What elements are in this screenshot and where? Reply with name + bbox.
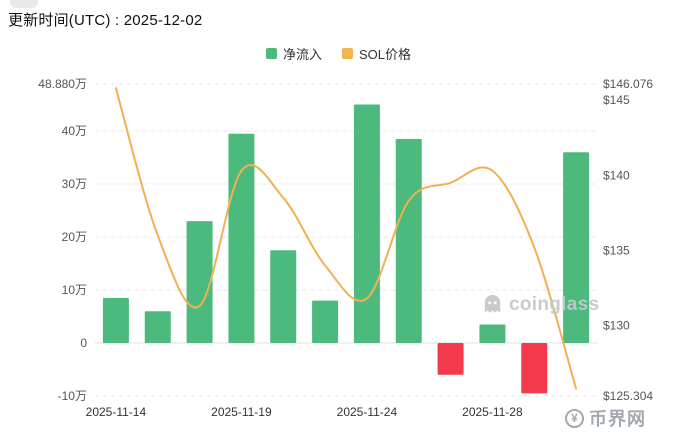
netflow-bar-2025-12-01[interactable] — [521, 343, 548, 394]
left-axis-label: 40万 — [62, 124, 87, 138]
legend-label: SOL价格 — [359, 47, 412, 62]
update-time-label: 更新时间(UTC) : 2025-12-02 — [8, 12, 203, 29]
legend-swatch — [265, 48, 277, 59]
netflow-bar-2025-11-25[interactable] — [395, 139, 422, 344]
legend-item-sol-price[interactable]: SOL价格 — [342, 44, 411, 63]
right-axis-label: $130 — [603, 318, 630, 332]
left-axis-label: 0 — [80, 336, 87, 350]
netflow-bar-2025-11-26[interactable] — [437, 343, 464, 375]
corner-fragment — [10, 0, 38, 8]
x-axis-label: 2025-11-28 — [462, 405, 523, 419]
netflow-bar-2025-12-02[interactable] — [563, 152, 590, 344]
sol-price-line — [114, 87, 578, 390]
netflow-bar-2025-11-18[interactable] — [186, 221, 213, 344]
chart-legend: 净流入 SOL价格 — [0, 44, 677, 63]
legend-swatch — [342, 48, 353, 59]
netflow-bar-2025-11-24[interactable] — [353, 104, 380, 344]
legend-item-net-inflow[interactable]: 净流入 — [265, 44, 322, 63]
left-axis-label: 30万 — [62, 177, 87, 191]
netflow-bar-2025-11-28[interactable] — [479, 324, 506, 344]
x-axis-label: 2025-11-19 — [211, 405, 272, 419]
left-axis-label: 48.880万 — [38, 77, 87, 91]
right-axis-label: $135 — [603, 243, 630, 257]
ghost-icon — [484, 294, 501, 313]
right-axis-label: $145 — [603, 93, 630, 107]
legend-label: 净流入 — [282, 47, 322, 62]
bijie-watermark-text: 币界网 — [589, 409, 646, 429]
coinglass-watermark: coinglass — [481, 293, 599, 316]
left-axis-label: -10万 — [58, 389, 87, 403]
right-axis-label: $146.076 — [603, 77, 653, 91]
netflow-bar-2025-11-14[interactable] — [102, 297, 129, 344]
coinglass-watermark-text: coinglass — [509, 293, 600, 315]
bijie-watermark: ¥ 币界网 — [565, 405, 646, 431]
x-axis-label: 2025-11-14 — [86, 405, 147, 419]
netflow-bar-2025-11-21[interactable] — [312, 300, 339, 344]
right-axis-label: $140 — [603, 168, 630, 182]
netflow-bar-2025-11-17[interactable] — [144, 311, 171, 344]
left-axis-label: 10万 — [62, 283, 87, 297]
left-axis-label: 20万 — [62, 230, 87, 244]
right-axis-label: $125.304 — [603, 389, 653, 403]
coin-icon: ¥ — [565, 408, 584, 428]
x-axis-label: 2025-11-24 — [337, 405, 398, 419]
netflow-bar-2025-11-20[interactable] — [270, 250, 297, 344]
